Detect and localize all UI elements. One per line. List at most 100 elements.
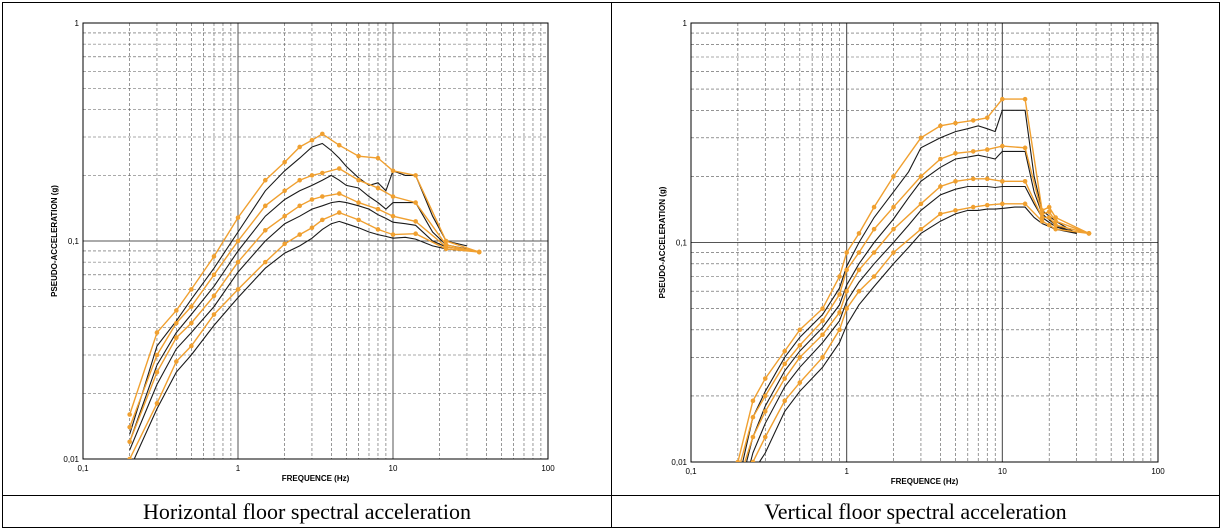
envelope-point	[970, 176, 976, 182]
envelope-point	[782, 348, 788, 354]
envelope-point	[174, 335, 179, 341]
x-tick-label: 1	[844, 467, 849, 476]
envelope-point	[309, 137, 315, 143]
envelope-point	[1086, 231, 1092, 236]
envelope-point	[174, 359, 179, 364]
envelope-point	[154, 352, 160, 358]
envelope-point	[856, 267, 862, 273]
envelope-point	[984, 115, 990, 121]
computed-series-line	[129, 142, 468, 435]
envelope-point	[375, 206, 381, 212]
envelope-point	[1000, 201, 1005, 207]
envelope-point	[1000, 96, 1005, 102]
envelope-point	[262, 203, 268, 209]
envelope-point	[1053, 222, 1058, 228]
envelope-point	[235, 238, 241, 244]
y-tick-label: 0,1	[68, 237, 80, 246]
envelope-point	[320, 131, 325, 137]
envelope-series-line	[737, 98, 1090, 462]
x-tick-label: 1	[236, 464, 241, 473]
envelope-point	[309, 197, 315, 202]
envelope-point	[844, 306, 849, 311]
envelope-point	[837, 292, 842, 297]
y-axis-label: PSEUDO-ACCELERATION (g)	[658, 186, 667, 298]
computed-series-line	[742, 109, 1077, 462]
envelope-point	[953, 120, 958, 126]
envelope-point	[211, 293, 217, 299]
envelope-point	[1039, 218, 1045, 224]
computed-series-line	[749, 185, 1077, 462]
caption-vertical: Vertical floor spectral acceleration	[764, 499, 1067, 524]
envelope-point	[297, 144, 302, 150]
caption-horizontal: Horizontal floor spectral acceleration	[142, 499, 471, 524]
x-tick-label: 100	[1151, 467, 1165, 476]
envelope-point	[871, 274, 877, 279]
envelope-point	[211, 272, 217, 278]
envelope-point	[735, 459, 741, 462]
envelope-point	[762, 376, 768, 381]
envelope-point	[375, 155, 381, 161]
envelope-point	[891, 174, 896, 179]
envelope-point	[189, 343, 194, 349]
envelope-point	[235, 215, 241, 220]
computed-series-line	[133, 220, 468, 459]
envelope-point	[820, 354, 825, 360]
envelope-point	[390, 168, 396, 174]
envelope-point	[1053, 218, 1058, 224]
computed-series-line	[758, 206, 1077, 462]
plot-frame	[82, 22, 549, 460]
envelope-point	[1046, 215, 1052, 220]
envelope-point	[336, 210, 342, 215]
envelope-point	[820, 318, 825, 324]
envelope-point	[750, 414, 756, 420]
envelope-point	[235, 259, 241, 265]
envelope-point	[820, 306, 825, 311]
envelope-point	[871, 226, 877, 232]
envelope-point	[918, 201, 924, 207]
envelope-point	[970, 118, 976, 123]
envelope-point	[938, 184, 943, 189]
envelope-point	[297, 177, 302, 183]
envelope-point	[762, 434, 768, 440]
envelope-point	[918, 174, 924, 179]
series-group	[127, 131, 482, 459]
envelope-point	[837, 327, 842, 333]
envelope-point	[750, 434, 756, 440]
envelope-point	[262, 227, 268, 233]
envelope-point	[235, 287, 241, 292]
computed-series-line	[745, 150, 1077, 462]
x-axis-label: FREQUENCE (Hz)	[891, 477, 959, 486]
envelope-point	[320, 217, 325, 223]
envelope-point	[797, 327, 803, 333]
envelope-point	[1046, 222, 1052, 228]
x-tick-label: 0,1	[77, 464, 89, 473]
envelope-point	[336, 142, 342, 148]
envelope-point	[856, 250, 862, 255]
envelope-point	[375, 227, 381, 232]
envelope-point	[762, 393, 768, 399]
computed-series-line	[129, 174, 468, 442]
envelope-point	[211, 254, 217, 259]
envelope-point	[413, 231, 418, 237]
envelope-point	[390, 213, 396, 219]
envelope-point	[262, 177, 268, 183]
x-tick-label: 10	[998, 467, 1007, 476]
envelope-point	[918, 226, 924, 232]
envelope-point	[189, 304, 194, 309]
x-tick-label: 0,1	[685, 467, 697, 476]
envelope-point	[837, 274, 842, 279]
envelope-point	[356, 217, 361, 223]
envelope-point	[211, 312, 217, 317]
envelope-point	[891, 226, 896, 232]
envelope-point	[413, 173, 418, 178]
envelope-point	[938, 123, 943, 129]
envelope-point	[891, 250, 896, 255]
envelope-point	[820, 332, 825, 338]
envelope-point	[375, 185, 381, 191]
envelope-point	[856, 288, 862, 294]
y-axis-label: PSEUDO-ACCELERATION (g)	[50, 185, 59, 297]
envelope-series-line	[752, 203, 1089, 462]
envelope-point	[1046, 209, 1052, 215]
envelope-point	[762, 409, 768, 414]
grid-lines	[690, 22, 1159, 463]
